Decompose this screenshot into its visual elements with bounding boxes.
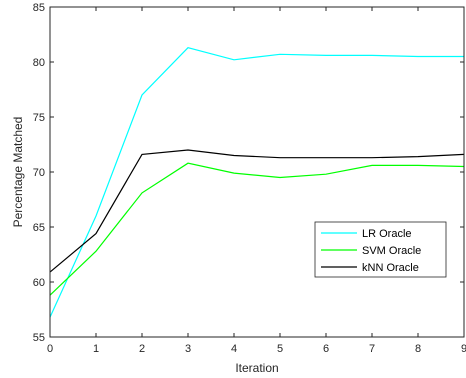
x-tick-label: 9: [461, 343, 466, 355]
x-axis: 0 1 2 3 4 5 6 7 8 9: [47, 7, 466, 355]
series-line-knn-oracle: [49, 149, 465, 273]
legend-label: LR Oracle: [362, 228, 412, 240]
x-tick-label: 1: [93, 343, 99, 355]
x-tick-label: 7: [369, 343, 375, 355]
y-tick-label: 70: [33, 167, 45, 179]
x-tick-label: 0: [47, 343, 53, 355]
y-tick-label: 55: [33, 332, 45, 344]
series-line-lr-oracle: [49, 47, 464, 318]
legend-label: kNN Oracle: [362, 262, 419, 274]
y-tick-label: 60: [33, 277, 45, 289]
x-axis-label: Iteration: [235, 361, 278, 375]
x-tick-label: 3: [185, 343, 191, 355]
y-axis-label: Percentage Matched: [11, 117, 25, 228]
x-tick-label: 8: [415, 343, 421, 355]
series-line-svm-oracle: [49, 162, 465, 296]
legend: LR Oracle SVM Oracle kNN Oracle: [314, 221, 447, 278]
y-tick-label: 65: [33, 222, 45, 234]
x-tick-label: 4: [231, 343, 237, 355]
y-tick-label: 80: [33, 57, 45, 69]
y-axis: 55 60 65 70 75 80 85: [33, 2, 464, 344]
y-tick-label: 85: [33, 2, 45, 14]
legend-label: SVM Oracle: [362, 245, 421, 257]
plot-area: [50, 7, 464, 337]
x-tick-label: 6: [323, 343, 329, 355]
x-tick-label: 2: [139, 343, 145, 355]
series-layer: [49, 47, 465, 318]
x-tick-label: 5: [277, 343, 283, 355]
y-tick-label: 75: [33, 112, 45, 124]
